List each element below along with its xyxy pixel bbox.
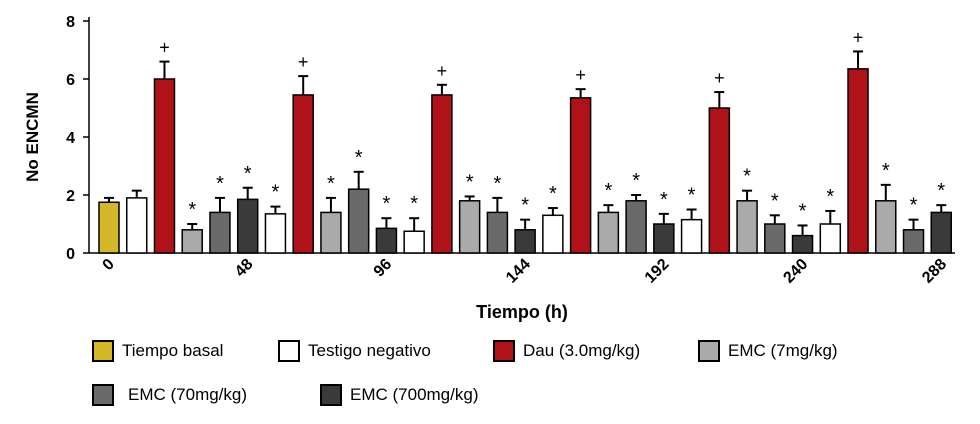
- bar: [431, 94, 453, 254]
- significance-mark: *: [355, 147, 363, 169]
- significance-mark: *: [410, 193, 418, 215]
- significance-mark: +: [714, 68, 725, 88]
- bar: [375, 227, 398, 254]
- y-tick-label: 0: [66, 246, 75, 263]
- significance-mark: *: [882, 160, 890, 182]
- significance-mark: *: [937, 180, 945, 202]
- significance-mark: +: [575, 65, 586, 85]
- x-tick-label: 192: [642, 256, 673, 287]
- bar: [847, 68, 869, 254]
- bar: [98, 201, 120, 254]
- significance-mark: +: [437, 61, 448, 81]
- significance-mark: +: [159, 38, 170, 58]
- y-tick-label: 8: [66, 14, 75, 31]
- bar: [347, 188, 370, 254]
- y-tick-label: 6: [66, 72, 75, 89]
- bar: [236, 198, 259, 254]
- significance-mark: *: [521, 195, 529, 217]
- bar: [458, 200, 481, 254]
- significance-mark: *: [632, 170, 640, 192]
- significance-mark: *: [910, 195, 918, 217]
- significance-mark: *: [327, 173, 335, 195]
- significance-mark: *: [660, 189, 668, 211]
- significance-mark: *: [688, 185, 696, 207]
- bar: [292, 94, 314, 254]
- bar: [625, 200, 647, 254]
- x-tick-label: 144: [503, 256, 534, 287]
- significance-mark: *: [826, 186, 834, 208]
- x-tick-label: 0: [100, 256, 118, 274]
- significance-mark: *: [493, 173, 501, 195]
- x-axis-label: Tiempo (h): [476, 302, 568, 322]
- bar: [680, 218, 703, 254]
- bar: [653, 223, 675, 254]
- x-tick-label: 288: [919, 256, 950, 287]
- bar: [264, 213, 287, 254]
- bar: [403, 230, 425, 254]
- significance-mark: *: [272, 182, 280, 204]
- significance-mark: +: [298, 52, 309, 72]
- bar: [819, 223, 842, 254]
- bar: [875, 200, 897, 254]
- bar: [736, 200, 758, 254]
- x-tick-label: 240: [780, 256, 811, 287]
- bar: [125, 197, 148, 254]
- significance-mark: +: [853, 27, 864, 47]
- bar: [320, 211, 342, 254]
- significance-mark: *: [383, 193, 391, 215]
- significance-mark: *: [771, 190, 779, 212]
- bar: [930, 211, 953, 254]
- significance-mark: *: [604, 180, 612, 202]
- bar: [569, 97, 592, 254]
- bar: [708, 107, 731, 254]
- bar: [514, 229, 536, 254]
- bars: + * * * * + * * * * + * * * * + * * * * + * * * * + * * *: [98, 27, 953, 254]
- significance-mark: *: [549, 183, 557, 205]
- significance-mark: *: [799, 200, 807, 222]
- bar: [153, 78, 176, 254]
- y-tick-label: 4: [66, 130, 75, 147]
- y-tick-label: 2: [66, 188, 75, 205]
- bar: [902, 229, 925, 254]
- bar: [764, 223, 786, 254]
- bar: [209, 211, 231, 254]
- bar: [597, 211, 620, 254]
- bar: [542, 214, 564, 254]
- significance-mark: *: [466, 171, 474, 193]
- bar: [791, 234, 814, 254]
- significance-mark: *: [188, 199, 196, 221]
- y-axis-label: No ENCMN: [23, 92, 42, 182]
- bar: [181, 229, 203, 254]
- x-tick-label: 96: [371, 256, 396, 281]
- significance-mark: *: [216, 173, 224, 195]
- x-tick-label: 48: [232, 256, 257, 281]
- significance-mark: *: [743, 166, 751, 188]
- bar: [486, 211, 509, 254]
- significance-mark: *: [244, 163, 252, 185]
